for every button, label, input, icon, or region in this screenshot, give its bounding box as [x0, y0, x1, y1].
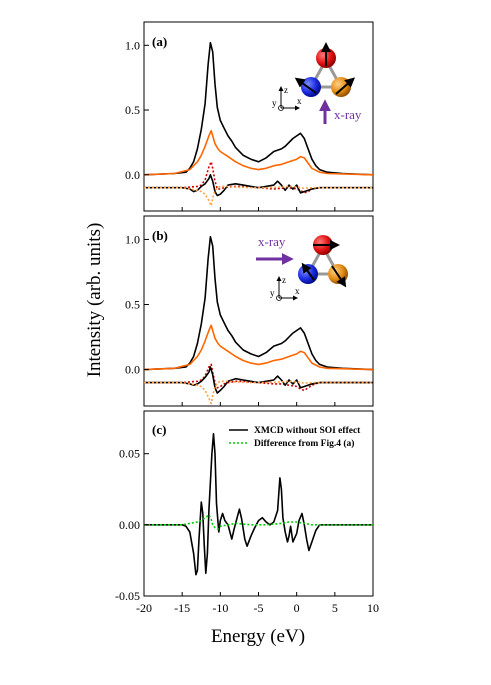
axis-z-label: z — [282, 275, 286, 285]
panel-b-yticks: 1.0 0.5 0.0 — [125, 232, 374, 406]
ytick-label: 0.5 — [125, 297, 140, 311]
panel-a-yticks: 1.0 0.5 0.0 — [125, 38, 374, 211]
panel-b-label: (b) — [152, 228, 168, 243]
ytick-label: 0.5 — [125, 103, 140, 117]
series-line-a-1 — [143, 129, 374, 176]
y-axis-into-page-icon — [276, 295, 282, 301]
xtick-label: -20 — [136, 601, 152, 615]
xtick-label: -5 — [254, 601, 264, 615]
series-line-b-0 — [143, 236, 374, 371]
y-axis-title: Intensity (arb. units) — [84, 223, 105, 378]
ytick-label: -0.05 — [115, 589, 140, 603]
spin-arrow-icon — [331, 265, 347, 288]
blue-atom — [301, 77, 321, 97]
series-line-a-4 — [144, 185, 373, 207]
panel-a-label: (a) — [152, 34, 167, 49]
axis-x-label: x — [297, 96, 302, 106]
blue-atom — [298, 264, 318, 284]
spin-arrow-icon — [301, 262, 315, 281]
panel-a-plot — [143, 41, 374, 207]
x-axis-title: Energy (eV) — [211, 626, 305, 647]
series-line-c-0 — [144, 432, 373, 576]
panel-b-inset: z y x x-ray — [256, 234, 348, 301]
panel-a-inset: z y x x-ray — [272, 42, 362, 124]
panel-b-plot — [143, 236, 374, 405]
xtick-label: 10 — [367, 601, 379, 615]
series-line-b-3 — [144, 366, 373, 394]
triangle-bond — [308, 56, 344, 89]
axis-z-label: z — [284, 85, 288, 95]
spin-arrow-icon — [335, 77, 356, 95]
ytick-label: 0.00 — [119, 518, 140, 532]
panel-c-legend: XMCD without SOI effect Difference from … — [229, 426, 361, 449]
ytick-label: 0.0 — [125, 363, 140, 377]
series-line-a-3 — [144, 174, 373, 197]
xtick-label: 5 — [332, 601, 338, 615]
series-line-b-1 — [143, 324, 374, 371]
ytick-label: 0.05 — [119, 447, 140, 461]
x-ticks: -20 -15 -10 -5 0 5 10 — [136, 601, 379, 615]
panel-c-yticks: 0.05 0.00 -0.05 — [115, 447, 374, 603]
axis-y-label: y — [270, 288, 275, 298]
ytick-label: 1.0 — [125, 232, 140, 246]
legend-label-xmcd: XMCD without SOI effect — [254, 426, 361, 436]
series-line-b-4 — [144, 380, 373, 405]
xray-label: x-ray — [258, 234, 286, 249]
triangle-bond — [305, 243, 341, 276]
ytick-label: 1.0 — [125, 38, 140, 52]
panel-c-plot — [144, 432, 373, 576]
series-line-a-0 — [143, 41, 374, 176]
xtick-label: -15 — [174, 601, 190, 615]
axis-y-label: y — [272, 98, 277, 108]
panel-c-label: (c) — [152, 422, 166, 437]
spin-arrow-icon — [294, 77, 317, 94]
legend-label-difference: Difference from Fig.4 (a) — [254, 438, 354, 449]
xray-label: x-ray — [334, 107, 362, 122]
xtick-label: -10 — [212, 601, 228, 615]
y-axis-into-page-icon — [278, 105, 284, 111]
axis-x-label: x — [295, 286, 300, 296]
orange-atom — [331, 77, 351, 97]
series-line-c-1 — [144, 514, 373, 530]
xtick-label: 0 — [294, 601, 300, 615]
ytick-label: 0.0 — [125, 168, 140, 182]
